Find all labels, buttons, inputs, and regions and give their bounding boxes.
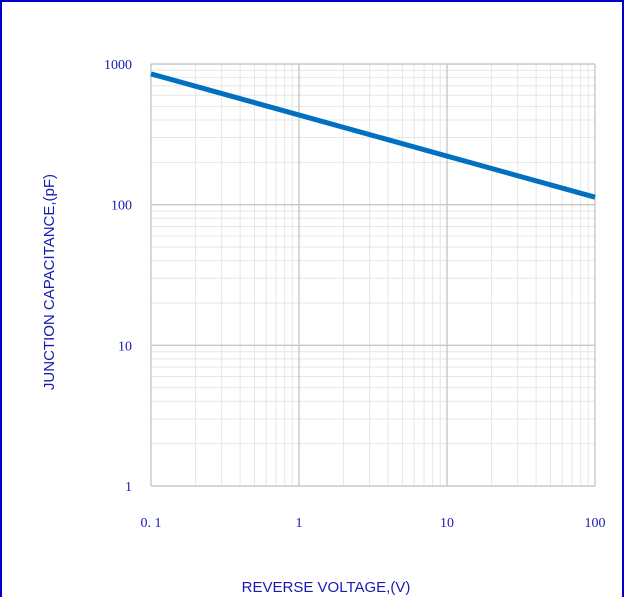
x-tick-label: 0. 1	[141, 516, 162, 531]
y-tick-label: 100	[111, 199, 132, 214]
y-tick-label: 1000	[104, 58, 132, 73]
series-group	[150, 71, 596, 200]
x-tick-label: 1	[296, 516, 303, 531]
y-tick-label: 10	[118, 339, 132, 354]
x-tick-label: 100	[585, 516, 606, 531]
x-axis-label: REVERSE VOLTAGE,(V)	[242, 579, 411, 596]
series-line-0	[150, 71, 596, 200]
x-tick-label: 10	[440, 516, 454, 531]
minor-grid	[151, 64, 595, 486]
major-grid	[150, 63, 596, 487]
tick-labels: 0. 1 1 10 100 1 10 100 1000	[104, 58, 606, 531]
y-axis-label: JUNCTION CAPACITANCE,(pF)	[41, 174, 58, 390]
y-tick-label: 1	[125, 480, 132, 495]
